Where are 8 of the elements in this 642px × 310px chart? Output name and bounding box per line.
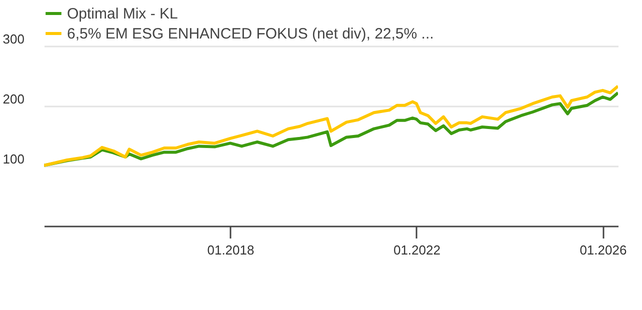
- y-tick-label: 100: [2, 152, 24, 166]
- x-tick-label: 01.2026: [580, 242, 627, 258]
- y-tick-label: 300: [2, 32, 24, 46]
- x-tick-label: 01.2018: [207, 242, 254, 258]
- legend-label: 6,5% EM ESG ENHANCED FOKUS (net div), 22,5% ...: [67, 26, 434, 42]
- legend-label: Optimal Mix - KL: [67, 6, 178, 22]
- x-tick-label: 01.2022: [393, 242, 440, 258]
- y-tick-label: 200: [2, 92, 24, 106]
